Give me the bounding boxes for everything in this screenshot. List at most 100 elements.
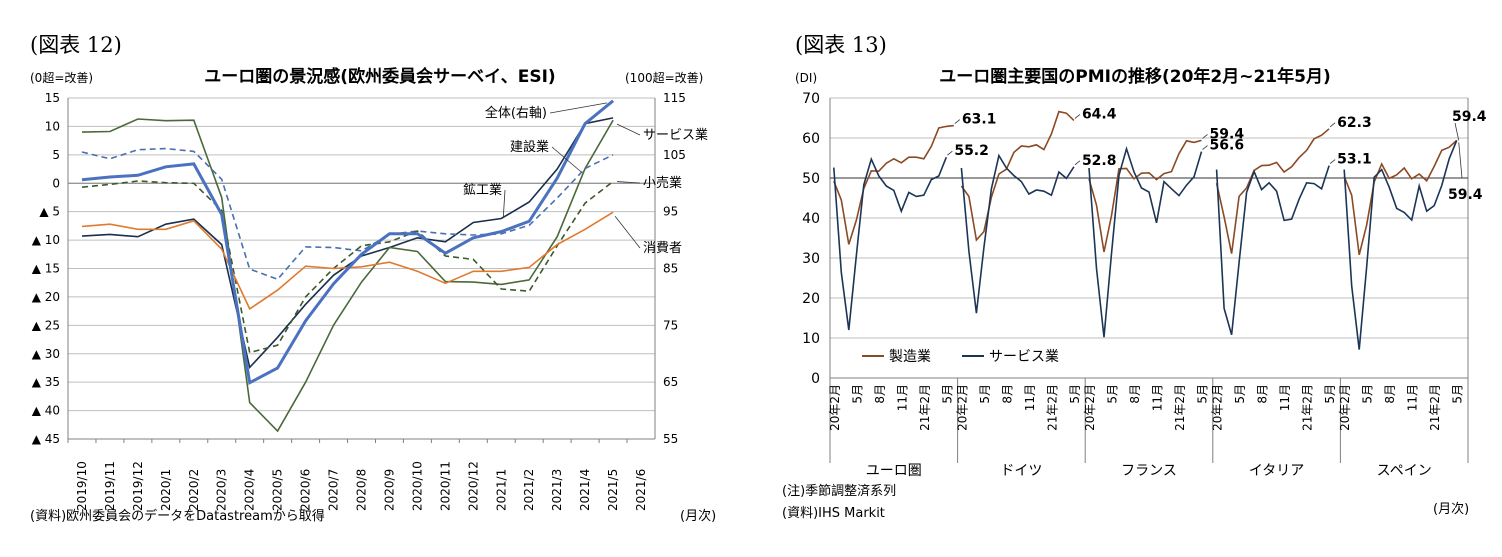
y-tick-left: ▲ 5: [39, 205, 60, 219]
chart12-xunit: (月次): [680, 508, 716, 524]
services-line: [833, 156, 948, 331]
chart13-note: (注)季節調整済系列: [782, 483, 896, 499]
x-tick-label: 20年2月: [1083, 384, 1097, 431]
chart13-source: (資料)IHS Markit: [782, 506, 885, 521]
x-tick-label: 11月: [1278, 384, 1292, 411]
x-tick-label: 2020/1: [159, 469, 173, 511]
fig13-label: (図表 13): [795, 33, 887, 57]
x-tick-label: 5月: [1233, 384, 1247, 404]
chart13-y-note: (DI): [795, 71, 817, 85]
svc-last-label: 55.2: [954, 143, 989, 159]
leader-line: [502, 189, 506, 218]
services-line: [1343, 140, 1458, 350]
series-label: サービス業: [643, 127, 708, 143]
x-tick-label: 2020/3: [215, 469, 229, 511]
services-line: [960, 153, 1075, 314]
y-tick-left: 5: [52, 148, 60, 162]
mfg-last-label: 63.1: [962, 112, 997, 128]
series-label: 全体(右軸): [485, 105, 547, 121]
manufacturing-line: [1088, 139, 1202, 253]
manufacturing-line: [1215, 128, 1330, 254]
x-tick-label: 11月: [895, 384, 909, 411]
x-tick-label: 5月: [1068, 384, 1082, 404]
x-tick-label: 2021/1: [494, 469, 508, 511]
x-tick-label: 21年2月: [1428, 384, 1442, 431]
leader-line: [954, 119, 961, 124]
x-tick-label: 2021/5: [606, 469, 620, 511]
x-tick-label: 2021/6: [634, 469, 648, 511]
y-tick-left: ▲ 30: [32, 347, 60, 361]
leader-line: [1202, 145, 1208, 150]
y-tick-left: ▲ 25: [32, 318, 60, 332]
y-tick-right: 55: [663, 432, 678, 446]
x-tick-label: 5月: [1105, 384, 1119, 404]
x-tick-label: 21年2月: [1045, 384, 1059, 431]
fig12-label: (図表 12): [30, 33, 122, 57]
leader-line: [616, 123, 641, 136]
x-tick-label: 2021/2: [522, 469, 536, 511]
x-tick-label: 5月: [850, 384, 864, 404]
y-tick: 40: [802, 211, 820, 227]
x-tick-label: 2020/2: [187, 469, 201, 511]
y-tick-left: ▲ 15: [32, 262, 60, 276]
group-label: スペイン: [1377, 463, 1432, 479]
y-tick-left: ▲ 45: [32, 432, 60, 446]
x-tick-label: 5月: [978, 384, 992, 404]
leader-line: [1074, 114, 1081, 119]
x-tick-label: 2020/9: [382, 469, 396, 511]
series-label: 消費者: [643, 241, 682, 256]
x-tick-label: 5月: [1196, 384, 1210, 404]
x-tick-label: 2019/11: [103, 461, 117, 511]
y-tick-right: 95: [663, 205, 678, 219]
x-tick-label: 21年2月: [918, 384, 932, 431]
series-line: [81, 99, 615, 385]
y-tick-right: 105: [663, 148, 686, 162]
x-tick-label: 2020/4: [243, 469, 257, 511]
x-tick-label: 5月: [1323, 384, 1337, 404]
x-tick-label: 2020/8: [355, 469, 369, 511]
x-tick-label: 20年2月: [1338, 384, 1352, 431]
y-tick-left: ▲ 35: [32, 375, 60, 389]
leader-line: [1329, 122, 1336, 128]
x-tick-label: 20年2月: [828, 384, 842, 431]
leader-line: [1329, 159, 1336, 164]
x-tick-label: 20年2月: [955, 384, 969, 431]
left-axis-note: (0超=改善): [30, 70, 93, 85]
group-label: ユーロ圏: [866, 463, 922, 479]
y-tick-left: 10: [45, 119, 60, 133]
series-label: 小売業: [643, 175, 682, 191]
chart12-title: ユーロ圏の景況感(欧州委員会サーベイ、ESI): [204, 66, 555, 87]
mfg-last-label: 59.4: [1452, 109, 1487, 125]
group-label: イタリア: [1249, 463, 1304, 479]
leader-line: [947, 150, 953, 156]
x-tick-label: 21年2月: [1173, 384, 1187, 431]
y-tick: 10: [802, 331, 820, 347]
y-tick-left: 0: [52, 176, 60, 190]
services-line: [1088, 146, 1203, 338]
x-tick-label: 2019/12: [131, 461, 145, 511]
x-tick-label: 2021/3: [550, 469, 564, 511]
leader-line: [549, 102, 608, 114]
leader-line: [614, 215, 641, 249]
x-tick-label: 8月: [1000, 384, 1014, 404]
y-tick-right: 65: [663, 375, 678, 389]
legend-label-services: サービス業: [989, 349, 1059, 365]
right-axis-note: (100超=改善): [625, 70, 703, 85]
chart13-title: ユーロ圏主要国のPMIの推移(20年2月~21年5月): [939, 66, 1330, 87]
svc-last-label: 56.6: [1210, 138, 1245, 154]
manufacturing-line: [833, 124, 954, 245]
x-tick-label: 8月: [1256, 384, 1270, 404]
chart12-source: (資料)欧州委員会のデータをDatastreamから取得: [30, 508, 325, 524]
y-tick-right: 115: [663, 91, 686, 105]
y-tick-right: 85: [663, 262, 678, 276]
chart13-xunit: (月次): [1433, 501, 1469, 517]
x-tick-label: 2020/5: [271, 469, 285, 511]
x-tick-label: 2020/6: [299, 469, 313, 511]
y-tick-left: 15: [45, 91, 60, 105]
x-tick-label: 11月: [1406, 384, 1420, 411]
mfg-last-label: 64.4: [1082, 106, 1117, 122]
svc-last-label: 52.8: [1082, 153, 1117, 169]
leader-line: [1454, 122, 1460, 141]
series-label: 鉱工業: [463, 182, 502, 198]
